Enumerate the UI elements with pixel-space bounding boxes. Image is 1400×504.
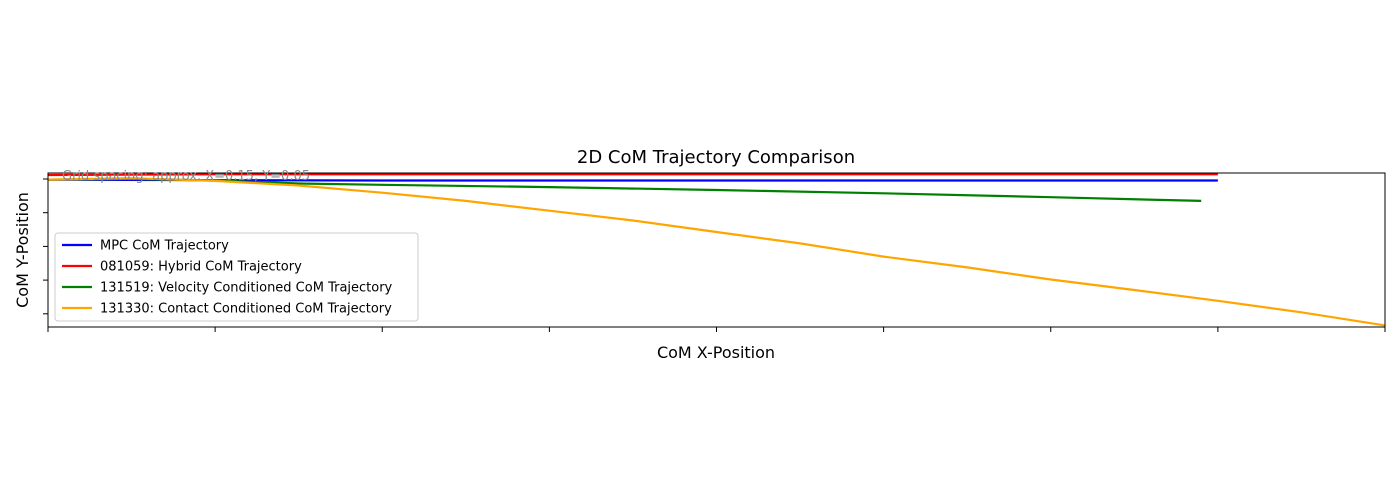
y-axis-label: CoM Y-Position [13, 192, 32, 308]
chart-title: 2D CoM Trajectory Comparison [577, 147, 855, 168]
legend-label-2: 081059: Hybrid CoM Trajectory [100, 260, 302, 275]
plot-area [47, 173, 1386, 327]
series-line-1 [47, 178, 1218, 182]
series-line-2 [47, 173, 1218, 177]
y-axis-ticks [43, 178, 48, 315]
legend-label-4: 131330: Contact Conditioned CoM Trajecto… [100, 302, 392, 317]
x-axis-label: CoM X-Position [657, 343, 775, 362]
legend-box [54, 232, 419, 322]
series-line-4 [47, 177, 1386, 327]
legend-label-1: MPC CoM Trajectory [100, 239, 229, 254]
legend-label-3: 131519: Velocity Conditioned CoM Traject… [100, 281, 393, 296]
legend: MPC CoM Trajectory 081059: Hybrid CoM Tra… [54, 232, 419, 322]
x-axis-ticks [47, 327, 1386, 332]
grid-spacing-annotation: Grid spacing: approx. X=0.15, Y=0.05 [62, 169, 310, 184]
